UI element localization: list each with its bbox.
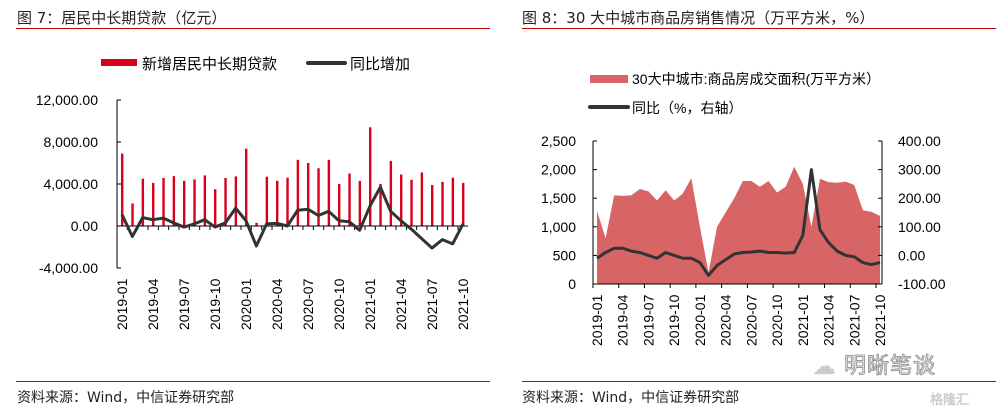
right-chart-title: 图 8：30 大中城市商品房销售情况（万平方米，%）	[522, 9, 875, 27]
right-area	[597, 166, 880, 284]
left-x-tick-label: 2021-04	[393, 278, 409, 330]
left-x-tick-label: 2021-01	[362, 278, 378, 330]
right-legend-area-label: 30大中城市:商品房成交面积(万平方米）	[632, 71, 880, 87]
left-bar	[338, 184, 341, 226]
right-right-tick-label: 400.00	[898, 133, 941, 149]
watermark-text: 明晰笔谈	[843, 354, 937, 379]
left-bar	[193, 179, 196, 226]
right-x-tick-label: 2020-04	[718, 294, 734, 346]
left-bar	[234, 176, 238, 226]
left-y-tick-label: -4,000.00	[39, 260, 98, 276]
right-source: 资料来源：Wind，中信证券研究部	[522, 390, 740, 406]
right-right-tick-label: -100.00	[898, 276, 946, 292]
right-right-tick-label: 100.00	[898, 219, 941, 235]
right-x-tick-label: 2019-07	[640, 294, 656, 346]
right-right-tick-label: 300.00	[898, 162, 941, 178]
left-bar	[317, 168, 320, 226]
right-footer-rule	[522, 381, 996, 382]
left-bar	[369, 127, 372, 226]
left-bar	[451, 177, 455, 226]
left-x-tick-label: 2019-10	[207, 278, 223, 330]
left-bar	[410, 179, 413, 226]
left-bar	[152, 182, 155, 226]
left-x-tick-label: 2019-04	[145, 278, 161, 330]
left-bar	[307, 163, 310, 226]
right-x-tick-label: 2021-01	[795, 294, 811, 346]
right-right-tick-label: 200.00	[898, 190, 941, 206]
right-legend-area-swatch	[590, 75, 628, 83]
wechat-icon: ☁	[812, 352, 836, 380]
left-bar	[162, 178, 165, 226]
left-bar	[389, 160, 393, 226]
right-left-tick-label: 1,000	[541, 219, 576, 235]
left-bar	[255, 222, 258, 226]
right-left-tick-label: 0	[568, 276, 576, 292]
left-bar	[224, 178, 227, 226]
left-bar	[431, 185, 434, 226]
right-left-tick-label: 1,500	[541, 190, 576, 206]
left-bar	[203, 175, 207, 226]
left-bar	[131, 203, 134, 226]
right-left-tick-label: 500	[553, 247, 577, 263]
right-x-tick-label: 2020-01	[692, 294, 708, 346]
right-x-tick-label: 2021-10	[872, 294, 888, 346]
left-y-tick-label: 12,000.00	[36, 92, 98, 108]
left-x-tick-label: 2021-10	[455, 278, 471, 330]
left-legend-bar-label: 新增居民中长期贷款	[142, 56, 277, 73]
left-bar	[265, 176, 269, 226]
left-x-tick-label: 2020-10	[331, 278, 347, 330]
left-legend-bar-swatch	[101, 59, 137, 66]
right-left-tick-label: 2,000	[541, 162, 576, 178]
right-x-tick-label: 2019-01	[589, 294, 605, 346]
left-y-tick-label: 0.00	[71, 218, 98, 234]
left-title-rule	[16, 28, 490, 29]
gelonghui-logo: 格隆汇	[930, 393, 970, 408]
left-x-tick-label: 2019-01	[114, 278, 130, 330]
left-y-tick-label: 8,000.00	[44, 134, 99, 150]
left-bar	[276, 180, 279, 226]
left-bar	[400, 174, 403, 226]
right-x-tick-label: 2020-07	[743, 294, 759, 346]
left-bar	[348, 173, 351, 226]
left-bar	[214, 189, 217, 226]
left-bar	[121, 153, 124, 226]
right-x-tick-label: 2020-10	[769, 294, 785, 346]
left-bar	[358, 180, 362, 226]
right-x-tick-label: 2019-04	[615, 294, 631, 346]
left-bar	[327, 159, 331, 226]
left-bar	[141, 178, 145, 226]
left-chart-title: 图 7：居民中长期贷款（亿元）	[17, 9, 227, 27]
left-footer-rule	[16, 381, 490, 382]
right-yoy-line	[596, 168, 881, 277]
left-x-tick-label: 2020-01	[238, 278, 254, 330]
left-bar	[441, 181, 444, 226]
left-bar	[245, 148, 248, 226]
left-bar	[379, 184, 382, 226]
right-x-tick-label: 2021-04	[821, 294, 837, 346]
right-right-tick-label: 0.00	[898, 247, 925, 263]
left-bar	[296, 159, 300, 226]
left-bar	[462, 182, 465, 226]
left-x-tick-label: 2020-04	[269, 278, 285, 330]
left-bar	[420, 172, 424, 226]
left-bar	[172, 176, 176, 226]
left-bar	[183, 180, 186, 226]
right-title-rule	[522, 28, 996, 29]
left-bar	[286, 177, 289, 226]
right-x-tick-label: 2021-07	[846, 294, 862, 346]
left-y-tick-label: 4,000.00	[44, 176, 99, 192]
left-x-tick-label: 2021-07	[424, 278, 440, 330]
left-x-tick-label: 2019-07	[176, 278, 192, 330]
left-source: 资料来源：Wind，中信证券研究部	[17, 390, 235, 406]
left-legend-line-label: 同比增加	[350, 56, 410, 73]
right-x-tick-label: 2019-10	[666, 294, 682, 346]
left-yoy-line	[120, 185, 465, 250]
right-legend-line-label: 同比（%，右轴）	[632, 100, 742, 116]
right-left-tick-label: 2,500	[541, 133, 576, 149]
left-x-tick-label: 2020-07	[300, 278, 316, 330]
